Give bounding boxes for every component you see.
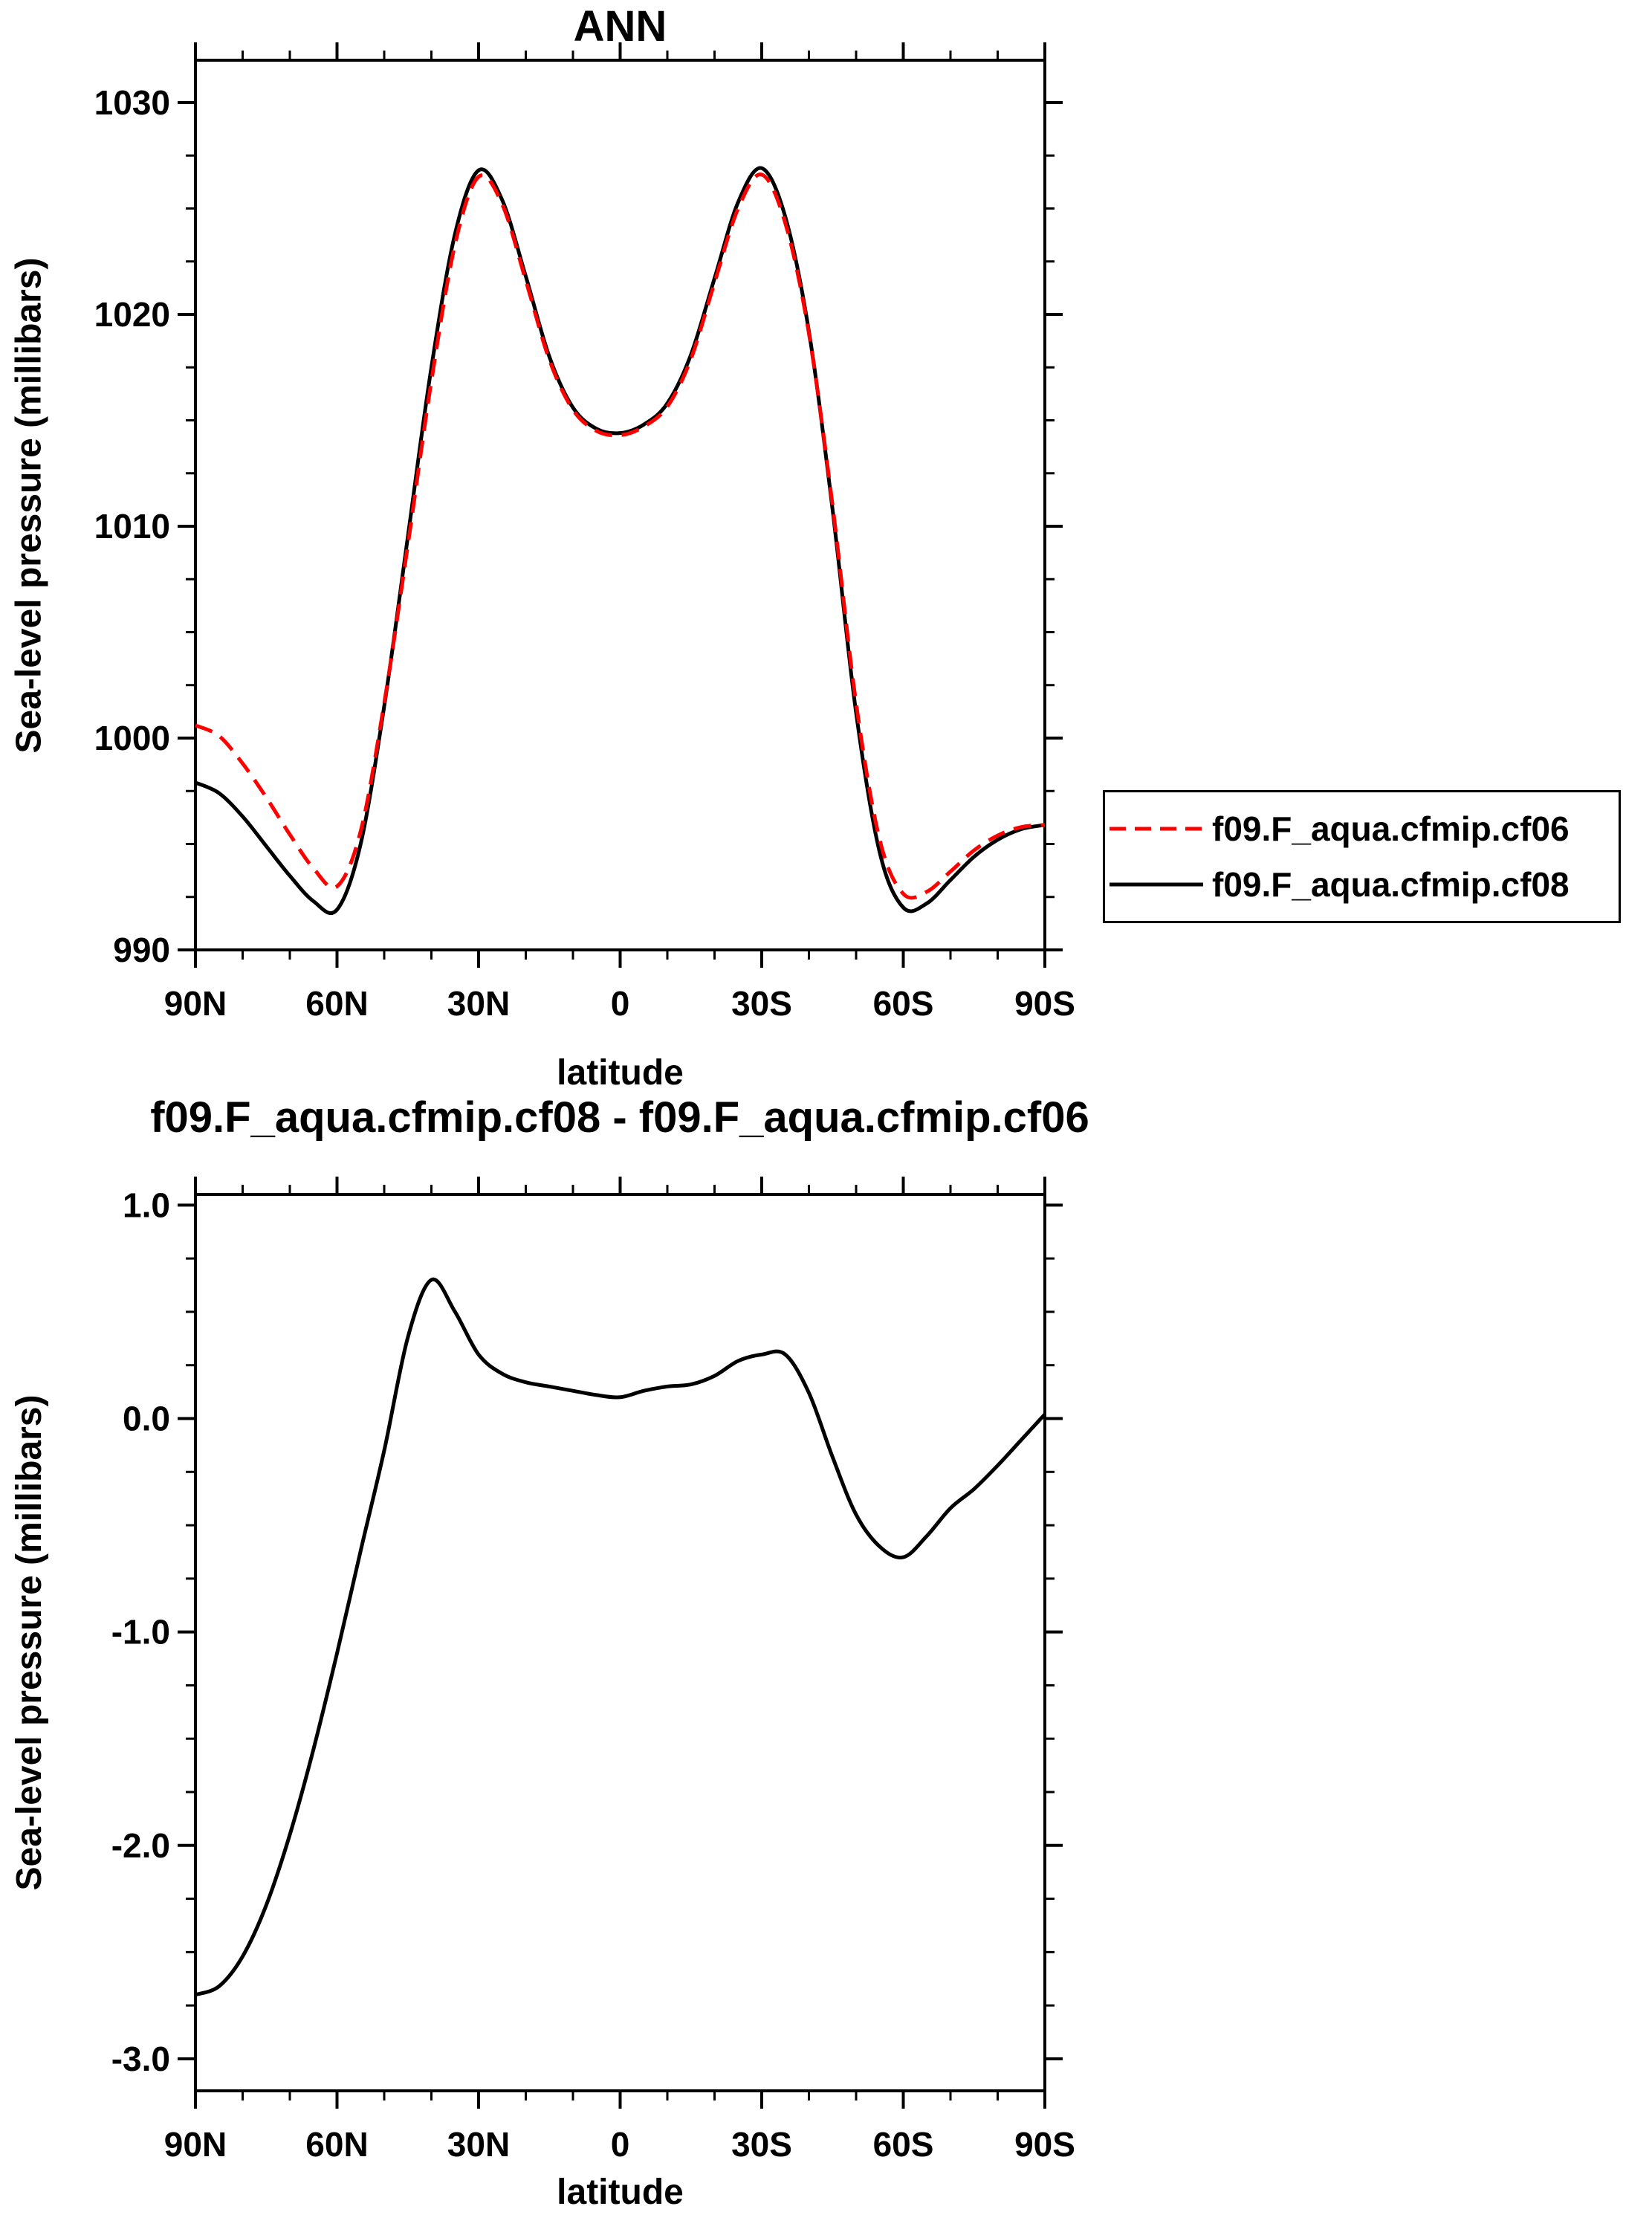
svg-text:30N: 30N [447, 984, 510, 1023]
bottom-y-axis-title: Sea-level pressure (millibars) [10, 1394, 49, 1891]
svg-text:90N: 90N [164, 984, 227, 1023]
top-panel-title: ANN [573, 2, 667, 51]
svg-text:60N: 60N [305, 2125, 368, 2164]
legend: f09.F_aqua.cfmip.cf06 f09.F_aqua.cfmip.c… [1103, 790, 1621, 923]
svg-text:1030: 1030 [94, 83, 170, 122]
svg-text:30S: 30S [731, 984, 792, 1023]
svg-text:1.0: 1.0 [123, 1186, 170, 1224]
svg-text:0: 0 [611, 984, 630, 1023]
svg-text:30N: 30N [447, 2125, 510, 2164]
black-solid-line-icon [1110, 882, 1203, 887]
svg-text:-2.0: -2.0 [111, 1826, 170, 1865]
svg-text:-3.0: -3.0 [111, 2040, 170, 2078]
svg-text:-1.0: -1.0 [111, 1613, 170, 1652]
svg-text:30S: 30S [731, 2125, 792, 2164]
svg-text:90N: 90N [164, 2125, 227, 2164]
top-x-axis-title: latitude [557, 1053, 684, 1093]
svg-text:1010: 1010 [94, 507, 170, 546]
svg-text:60S: 60S [873, 984, 934, 1023]
svg-text:60N: 60N [305, 984, 368, 1023]
svg-text:0.0: 0.0 [123, 1400, 170, 1438]
svg-text:1000: 1000 [94, 719, 170, 757]
red-dashed-line-icon [1110, 827, 1203, 831]
bottom-panel-title: f09.F_aqua.cfmip.cf08 - f09.F_aqua.cfmip… [150, 1093, 1089, 1142]
svg-text:0: 0 [611, 2125, 630, 2164]
legend-entry-cf08: f09.F_aqua.cfmip.cf08 [1108, 864, 1619, 905]
svg-text:60S: 60S [873, 2125, 934, 2164]
bottom-x-axis-title: latitude [557, 2173, 684, 2212]
svg-text:1020: 1020 [94, 295, 170, 334]
legend-entry-cf06: f09.F_aqua.cfmip.cf06 [1108, 809, 1619, 849]
svg-text:90S: 90S [1014, 984, 1075, 1023]
svg-text:90S: 90S [1014, 2125, 1075, 2164]
legend-label-cf08: f09.F_aqua.cfmip.cf08 [1212, 865, 1570, 905]
svg-text:990: 990 [113, 931, 170, 969]
top-y-axis-title: Sea-level pressure (millibars) [9, 257, 49, 754]
legend-label-cf06: f09.F_aqua.cfmip.cf06 [1212, 809, 1570, 848]
